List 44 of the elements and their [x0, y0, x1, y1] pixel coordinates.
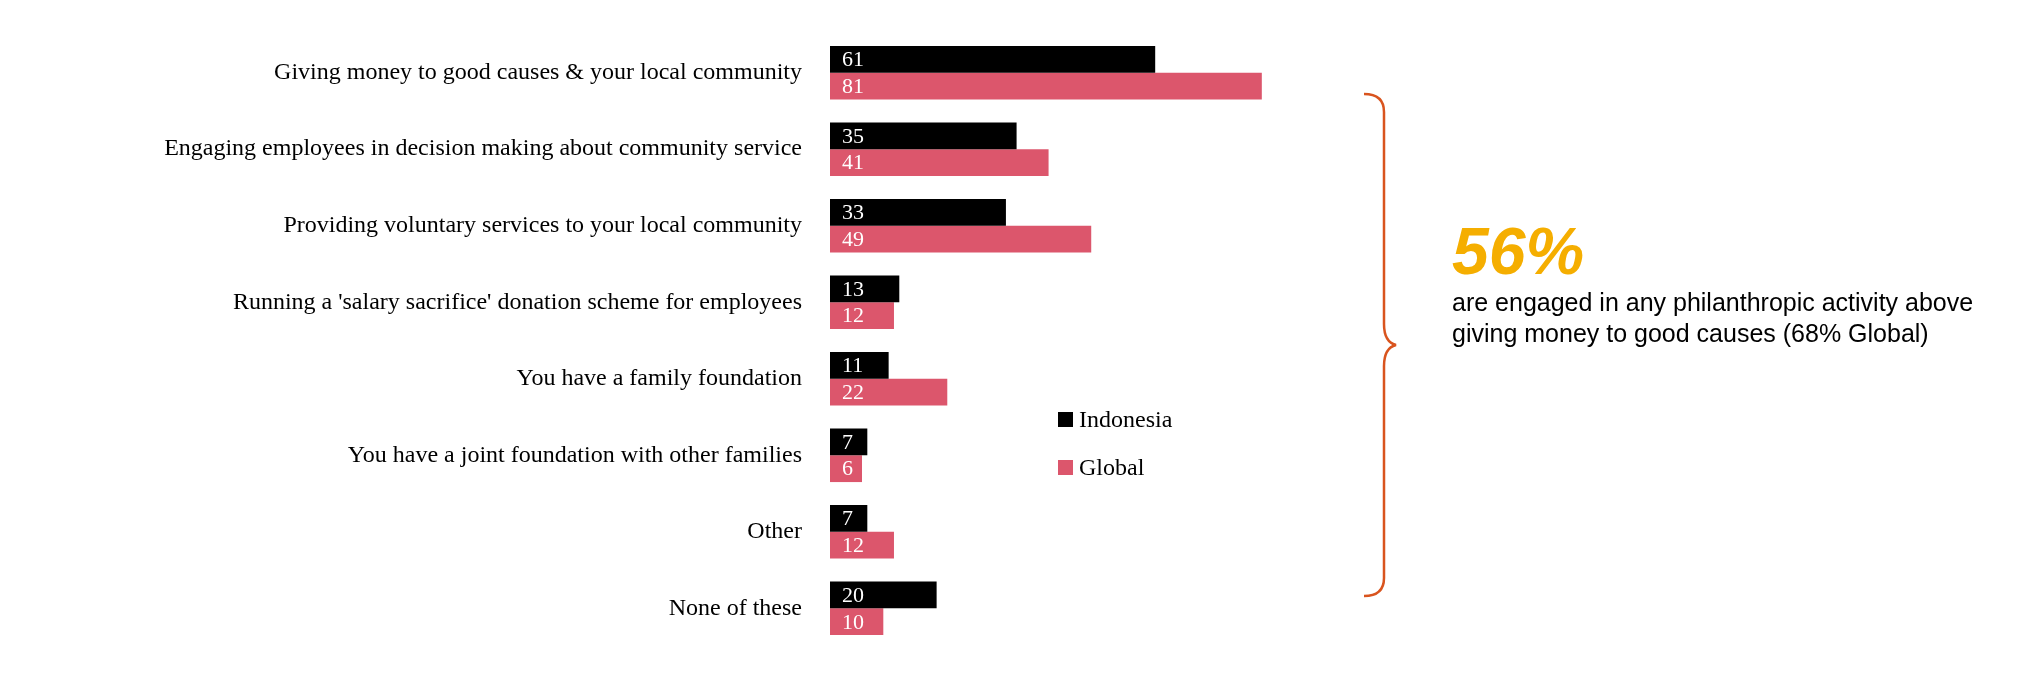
data-label: 81	[842, 72, 864, 98]
bar	[830, 149, 1049, 176]
y-tick-label: Running a 'salary sacrifice' donation scheme for employees	[232, 287, 802, 314]
legend-label: Indonesia	[1079, 405, 1173, 433]
y-tick-label: You have a joint foundation with other families	[347, 440, 802, 467]
y-tick-label: You have a family foundation	[516, 364, 802, 391]
data-label: 12	[842, 302, 864, 328]
y-tick-label: None of these	[668, 593, 802, 620]
bar	[830, 531, 894, 559]
data-label: 13	[842, 275, 864, 301]
y-tick-label: Giving money to good causes & your local community	[274, 57, 802, 84]
bar	[830, 45, 1156, 73]
bar	[830, 225, 1092, 253]
bar	[830, 302, 894, 330]
bar	[830, 608, 884, 636]
data-label: 10	[842, 608, 864, 634]
data-label: 41	[842, 149, 864, 175]
data-label: 22	[842, 378, 864, 404]
bar	[830, 351, 889, 379]
bar	[830, 122, 1017, 150]
y-tick-label: Providing voluntary services to your local community	[283, 211, 802, 238]
bar	[830, 428, 868, 456]
bar	[830, 72, 1262, 100]
bar	[830, 455, 862, 483]
text: are engaged in any philanthropic activity above giving money to good causes (68% Global)	[1452, 287, 1975, 349]
data-label: 35	[842, 122, 864, 148]
data-label: 11	[842, 352, 864, 378]
y-tick-label: Other	[747, 517, 802, 544]
data-label: 6	[842, 455, 853, 481]
data-label: 12	[842, 531, 864, 557]
data-label: 49	[842, 225, 864, 251]
y-tick-label: Engaging employees in decision making about community service	[164, 134, 802, 161]
bar	[830, 505, 868, 532]
data-label: 33	[842, 199, 864, 225]
bar	[830, 198, 1006, 226]
bar	[830, 378, 948, 406]
legend-label: Global	[1079, 453, 1145, 481]
text: 56%	[1452, 214, 1586, 288]
bar	[830, 275, 900, 303]
data-label: 61	[842, 46, 864, 72]
data-label: 20	[842, 581, 864, 607]
data-label: 7	[842, 428, 853, 454]
data-label: 7	[842, 505, 853, 531]
bar	[830, 581, 937, 609]
